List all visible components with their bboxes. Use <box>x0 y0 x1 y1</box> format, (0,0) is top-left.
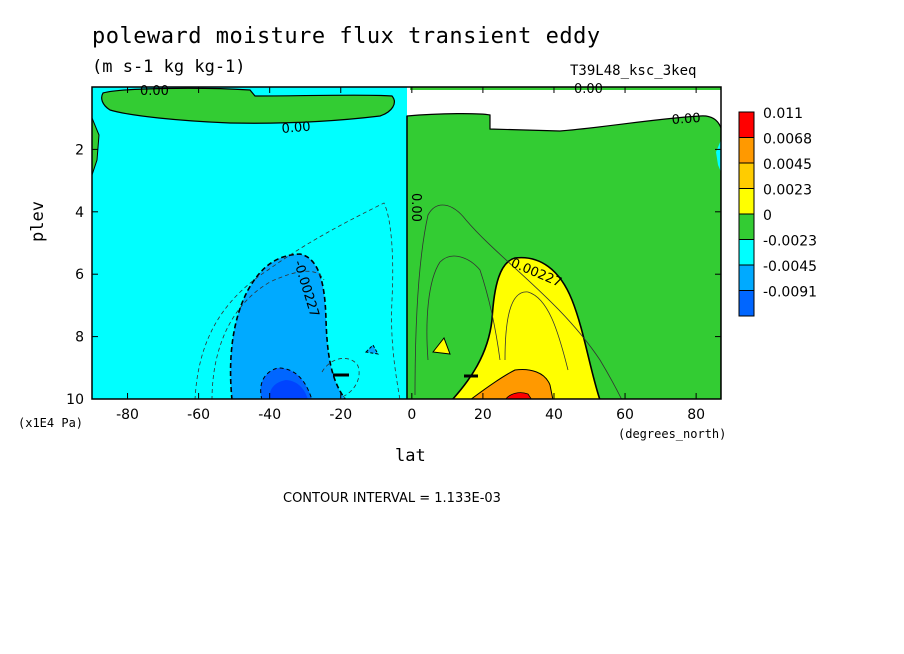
chart-units: (m s-1 kg kg-1) <box>92 57 246 77</box>
y-axis: 2 4 6 8 10 <box>66 142 721 408</box>
colorbar-label: -0.0091 <box>763 285 817 301</box>
negative-lobe-core <box>269 380 308 399</box>
x-axis-unit: (degrees_north) <box>618 427 727 441</box>
x-tick-label: 60 <box>616 407 634 423</box>
plot-frame <box>91 86 722 400</box>
colorbar-label: 0.0068 <box>763 132 812 148</box>
colorbar-label: 0 <box>763 208 772 224</box>
contour-label: 0.00 <box>281 120 311 137</box>
x-tick-label: -20 <box>329 407 352 423</box>
y-axis-unit: (x1E4 Pa) <box>18 416 84 430</box>
positive-contour-thin-2 <box>426 255 501 361</box>
colorbar-swatch <box>738 239 755 266</box>
y-tick-label: 6 <box>75 267 84 283</box>
x-tick-label: 80 <box>687 407 705 423</box>
northern-positive-region <box>406 113 721 399</box>
positive-contour-thin-3 <box>504 291 569 371</box>
run-id-label: T39L48_ksc_3keq <box>570 63 697 79</box>
plot-area <box>92 87 721 399</box>
colorbar-swatch <box>738 290 755 317</box>
upper-green-south-region <box>101 87 395 124</box>
contour-interval-label: CONTOUR INTERVAL = 1.133E-03 <box>283 491 501 506</box>
x-tick-label: 40 <box>545 407 563 423</box>
positive-small-cell <box>432 336 451 355</box>
colorbar-swatch <box>738 111 755 138</box>
negative-contour-dashed-3 <box>321 358 360 399</box>
right-edge-cyan-patch <box>716 140 721 172</box>
negative-small-cell <box>364 344 379 355</box>
contour-label: 0.00 <box>408 193 423 222</box>
colorbar-label: 0.0045 <box>763 157 812 173</box>
contour-label: 0.00 <box>671 111 701 128</box>
y-tick-label: 4 <box>75 205 84 221</box>
colorbar-label: -0.0045 <box>763 259 817 275</box>
colorbar-swatch <box>738 188 755 215</box>
x-tick-label: -40 <box>258 407 281 423</box>
y-tick-label: 8 <box>75 330 84 346</box>
y-tick-label: 2 <box>75 142 84 158</box>
colorbar-swatch <box>738 213 755 240</box>
colorbar-swatch <box>738 162 755 189</box>
x-tick-label: -80 <box>116 407 139 423</box>
contour-label: 0.00 <box>574 82 603 97</box>
chart-title: poleward moisture flux transient eddy <box>92 24 601 49</box>
colorbar-label: -0.0023 <box>763 234 817 250</box>
x-tick-label: 20 <box>474 407 492 423</box>
colorbar-label: 0.011 <box>763 106 803 122</box>
x-axis: -80 -60 -40 -20 0 20 40 60 80 <box>116 87 705 423</box>
positive-contour-thin-1 <box>414 204 622 399</box>
colorbar-label: 0.0023 <box>763 183 812 199</box>
positive-lobe-core <box>505 392 532 399</box>
x-tick-label: 0 <box>407 407 416 423</box>
negative-contour-dashed-2 <box>211 270 325 399</box>
positive-lobe-outer <box>451 256 601 399</box>
colorbar-swatch <box>738 137 755 164</box>
x-axis-label: lat <box>395 446 426 466</box>
left-edge-green-patch <box>92 117 100 176</box>
y-tick-label: 10 <box>66 392 84 408</box>
positive-lobe-inner <box>470 369 554 399</box>
negative-lobe-outer <box>229 253 347 399</box>
colorbar: 0.011 0.0068 0.0045 0.0023 0 -0.0023 -0.0045 -0… <box>738 106 817 317</box>
x-tick-label: -60 <box>187 407 210 423</box>
colorbar-swatch <box>738 264 755 291</box>
